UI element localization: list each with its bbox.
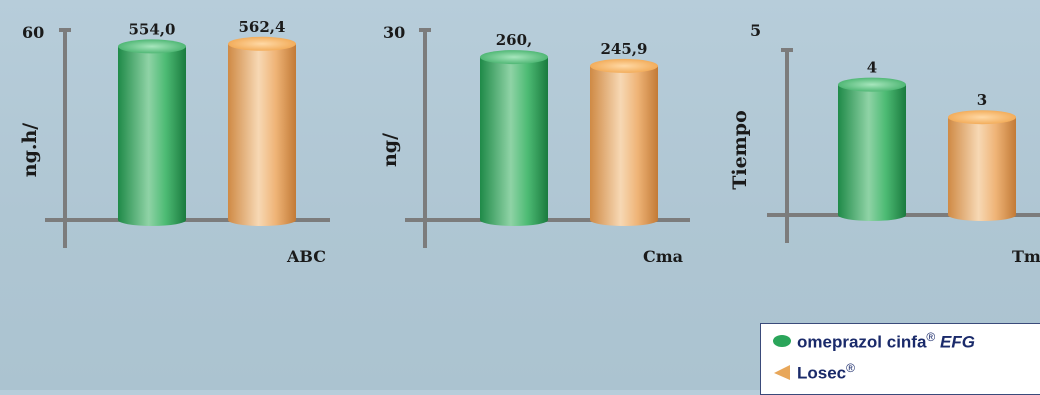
- panel-1-bar-1-top: [118, 39, 186, 54]
- legend-label-losec: Losec®: [797, 360, 855, 383]
- panel-1-bar-2-base: [228, 214, 296, 226]
- panel-3-bar-1: [838, 84, 906, 215]
- panel-3-bar-1-base: [838, 209, 906, 221]
- legend-label-omeprazol: omeprazol cinfa® EFG: [797, 329, 975, 352]
- panel-1-x-axis-label: ABC: [286, 247, 326, 266]
- panel-3-x-axis-label: Tma: [1012, 247, 1040, 266]
- panel-2-y-max-tick-label: 30: [383, 23, 405, 42]
- panel-2-bar-1-value-label: 260,: [496, 31, 533, 49]
- panel-3-bar-2: [948, 117, 1016, 215]
- legend: omeprazol cinfa® EFG Losec®: [760, 323, 1040, 395]
- panel-2-bar-1-top: [480, 50, 548, 65]
- panel-3-bar-1-top: [838, 77, 906, 92]
- panel-1-bar-2-top: [228, 36, 296, 51]
- panel-2-x-axis-label: Cma: [643, 247, 683, 266]
- panel-2-y-axis-label: ng/: [379, 133, 401, 167]
- panel-1-bar-1-value-label: 554,0: [129, 20, 176, 38]
- legend-item-losec: Losec®: [771, 361, 855, 383]
- panel-1-bar-2-value-label: 562,4: [239, 18, 286, 36]
- panel-1-y-axis-label: ng.h/: [19, 123, 41, 178]
- panel-2-bar-2-value-label: 245,9: [601, 40, 648, 58]
- panel-3-bar-2-base: [948, 209, 1016, 221]
- panel-3-bar-2-value-label: 3: [977, 91, 987, 109]
- panel-3-y-max-tick-label: 5: [750, 21, 761, 40]
- orange-triangle-icon: [774, 365, 790, 380]
- panel-2-bar-2: [590, 65, 658, 220]
- legend-item-omeprazol: omeprazol cinfa® EFG: [771, 330, 975, 352]
- panel-3-y-axis-label: Tiempo: [729, 110, 751, 190]
- panel-3-bar-2-top: [948, 110, 1016, 125]
- green-dot-icon: [773, 335, 791, 347]
- panel-1-bar-1-base: [118, 214, 186, 226]
- panel-2-bar-2-base: [590, 214, 658, 226]
- panel-1-bar-1: [118, 46, 186, 221]
- panel-2-bar-1: [480, 57, 548, 220]
- panel-2-bar-2-top: [590, 58, 658, 73]
- panel-1-y-max-tick-label: 60: [22, 23, 44, 42]
- panel-2-bar-1-base: [480, 214, 548, 226]
- panel-3-bar-1-value-label: 4: [867, 59, 877, 77]
- panel-1-bar-2: [228, 43, 296, 220]
